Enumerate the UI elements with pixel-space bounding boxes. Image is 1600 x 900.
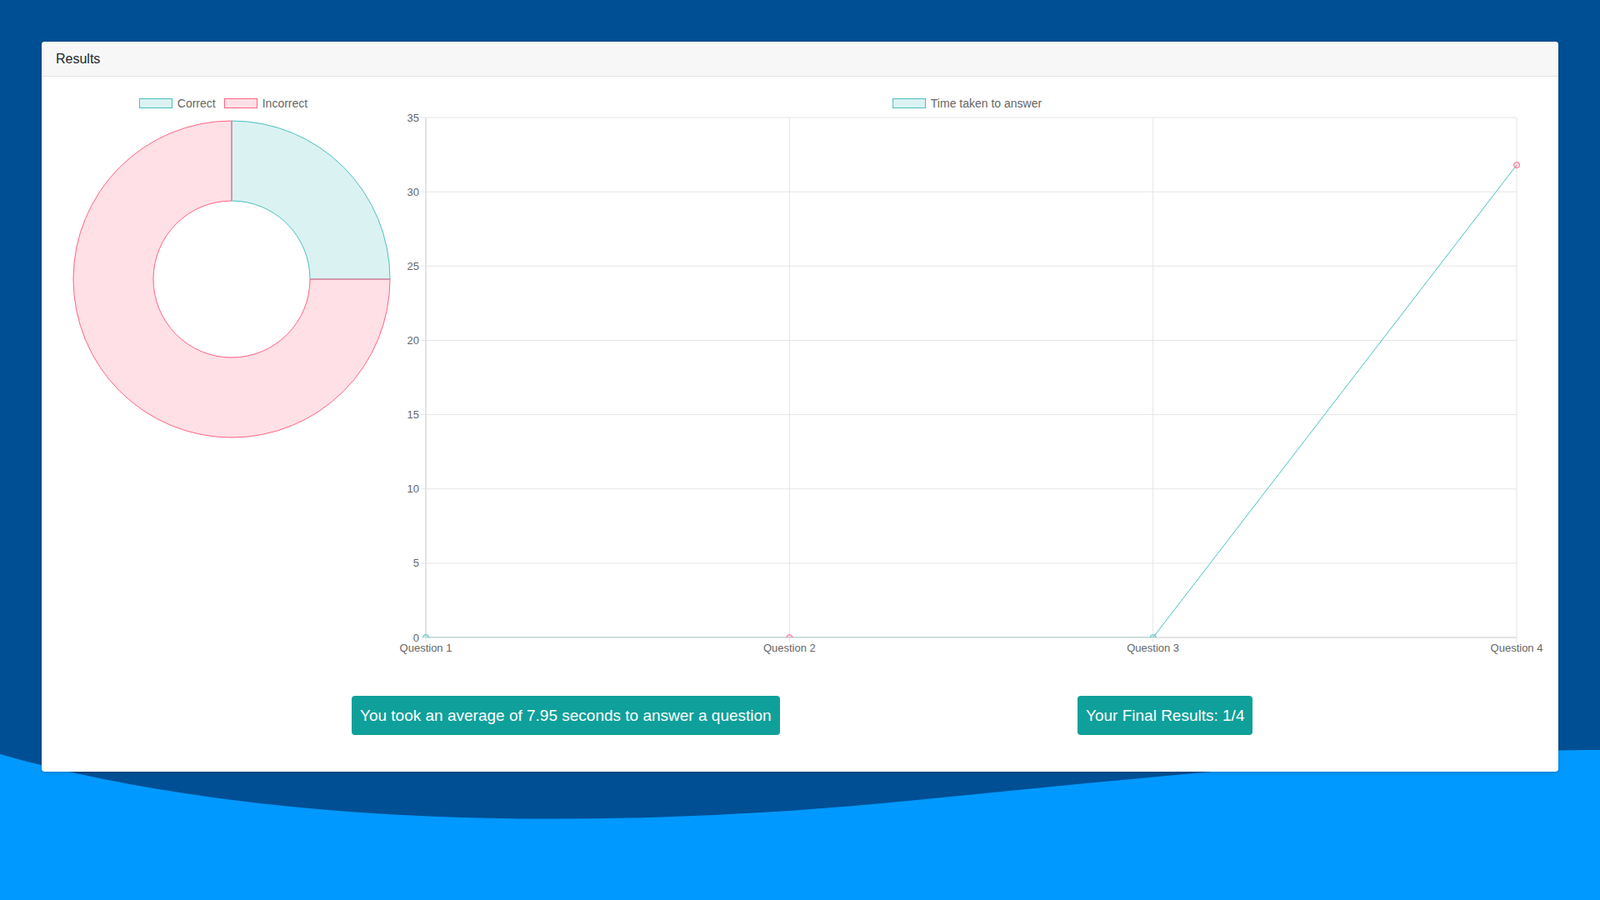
svg-text:35: 35 <box>407 111 420 125</box>
svg-text:5: 5 <box>413 556 420 570</box>
svg-text:30: 30 <box>407 185 420 199</box>
svg-text:25: 25 <box>407 260 420 273</box>
svg-text:Question 3: Question 3 <box>1126 641 1180 655</box>
html-text:Your Final Results: 1/4: Your Final Results: 1/4 <box>1085 706 1245 724</box>
svg-text:10: 10 <box>407 482 420 495</box>
svg-text:0: 0 <box>413 631 420 645</box>
html-text:Time taken to answer: Time taken to answer <box>930 96 1042 110</box>
svg-text:Question 1: Question 1 <box>400 641 453 655</box>
svg-text:Question 2: Question 2 <box>763 641 816 655</box>
html-text:You took an average of 7.95 se: You took an average of 7.95 seconds to a… <box>360 706 772 724</box>
html-text:Results: Results <box>55 51 101 66</box>
html-text:Incorrect: Incorrect <box>262 96 308 110</box>
svg-text:Question 4: Question 4 <box>1490 641 1544 655</box>
svg-text:15: 15 <box>407 408 420 421</box>
svg-text:20: 20 <box>407 334 420 347</box>
html-text:Correct: Correct <box>177 96 216 110</box>
